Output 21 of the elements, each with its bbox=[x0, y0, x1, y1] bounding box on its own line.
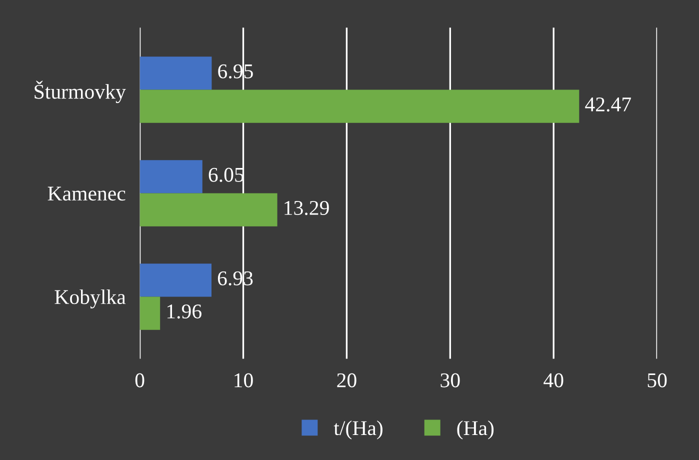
data-label: 6.05 bbox=[208, 168, 244, 182]
x-tick-label: 10 bbox=[234, 373, 253, 388]
bar bbox=[140, 264, 212, 297]
data-label: 13.29 bbox=[284, 200, 329, 216]
x-tick-label: 0 bbox=[135, 373, 144, 388]
x-tick-label: 20 bbox=[337, 373, 356, 388]
legend-label: t/(Ha) bbox=[334, 420, 382, 440]
y-tick-label: Šturmovky bbox=[34, 80, 126, 104]
bar bbox=[140, 56, 212, 90]
y-tick-label: Kamenec bbox=[48, 186, 126, 201]
data-label: 1.96 bbox=[167, 304, 202, 319]
bar bbox=[140, 296, 160, 330]
y-tick-label: Kobylka bbox=[54, 289, 126, 308]
bar bbox=[140, 160, 202, 194]
x-tick-label: 40 bbox=[544, 373, 564, 388]
bar bbox=[140, 90, 580, 123]
x-tick-label: 50 bbox=[648, 373, 667, 388]
legend-label: (Ha) bbox=[457, 420, 494, 440]
bar bbox=[140, 193, 278, 226]
x-tick-label: 30 bbox=[440, 373, 460, 388]
data-label: 42.47 bbox=[585, 97, 631, 112]
